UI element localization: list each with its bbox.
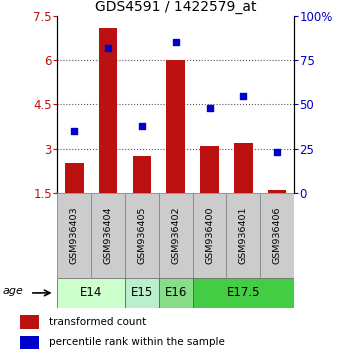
Bar xyxy=(132,156,151,193)
Text: E14: E14 xyxy=(80,286,102,299)
Bar xyxy=(125,278,159,308)
Point xyxy=(207,105,212,111)
Bar xyxy=(20,315,39,329)
Bar xyxy=(159,193,193,278)
Bar xyxy=(99,28,117,193)
Text: GSM936403: GSM936403 xyxy=(70,207,79,264)
Title: GDS4591 / 1422579_at: GDS4591 / 1422579_at xyxy=(95,0,257,13)
Bar xyxy=(91,193,125,278)
Text: GSM936404: GSM936404 xyxy=(104,207,113,264)
Text: E16: E16 xyxy=(165,286,187,299)
Text: GSM936406: GSM936406 xyxy=(273,207,282,264)
Text: GSM936400: GSM936400 xyxy=(205,207,214,264)
Point xyxy=(173,40,178,45)
Bar xyxy=(125,193,159,278)
Bar xyxy=(57,278,125,308)
Bar xyxy=(166,60,185,193)
Bar xyxy=(57,193,91,278)
Bar xyxy=(260,193,294,278)
Text: GSM936405: GSM936405 xyxy=(138,207,146,264)
Text: percentile rank within the sample: percentile rank within the sample xyxy=(49,337,225,348)
Text: GSM936402: GSM936402 xyxy=(171,207,180,264)
Bar xyxy=(159,278,193,308)
Point xyxy=(274,149,280,155)
Bar xyxy=(268,190,286,193)
Bar xyxy=(20,336,39,349)
Text: E17.5: E17.5 xyxy=(226,286,260,299)
Bar xyxy=(193,193,226,278)
Bar xyxy=(200,146,219,193)
Point xyxy=(241,93,246,98)
Text: transformed count: transformed count xyxy=(49,317,146,327)
Bar xyxy=(226,193,260,278)
Text: GSM936401: GSM936401 xyxy=(239,207,248,264)
Bar xyxy=(193,278,294,308)
Point xyxy=(105,45,111,51)
Bar xyxy=(65,164,84,193)
Point xyxy=(139,123,145,129)
Text: E15: E15 xyxy=(131,286,153,299)
Point xyxy=(72,128,77,134)
Bar xyxy=(234,143,252,193)
Text: age: age xyxy=(3,286,24,296)
